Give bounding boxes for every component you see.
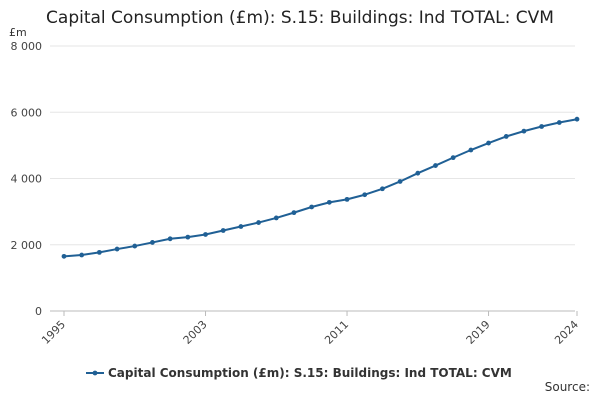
data-point-2014[interactable] — [397, 179, 403, 184]
data-point-2022[interactable] — [539, 124, 545, 129]
chart-title: Capital Consumption (£m): S.15: Building… — [46, 8, 554, 28]
y-tick-label-0: 0 — [35, 305, 42, 318]
y-tick-label-2000: 2 000 — [11, 239, 43, 252]
x-tick-label-2019: 2019 — [464, 318, 493, 347]
data-point-2006[interactable] — [256, 220, 261, 225]
data-point-2019[interactable] — [486, 140, 491, 146]
y-axis-label: £m — [9, 26, 27, 39]
data-point-1997[interactable] — [96, 249, 102, 255]
legend-marker-icon — [92, 370, 98, 376]
x-tick-label-2003: 2003 — [181, 318, 210, 347]
data-point-2013[interactable] — [380, 186, 385, 192]
x-tick-label-1995: 1995 — [39, 318, 68, 347]
data-point-2004[interactable] — [220, 228, 226, 233]
data-point-2024[interactable] — [574, 116, 580, 122]
data-point-2001[interactable] — [167, 236, 173, 242]
data-point-2016[interactable] — [433, 163, 438, 168]
y-tick-label-4000: 4 000 — [11, 173, 43, 186]
data-point-2005[interactable] — [238, 224, 244, 229]
data-point-2011[interactable] — [344, 196, 350, 202]
data-point-2003[interactable] — [203, 232, 208, 237]
data-point-2020[interactable] — [503, 134, 509, 139]
data-point-1995[interactable] — [61, 253, 67, 259]
data-point-2018[interactable] — [468, 147, 474, 153]
y-tick-label-6000: 6 000 — [11, 106, 43, 119]
series-line-0 — [63, 118, 578, 258]
data-point-2009[interactable] — [309, 204, 315, 210]
data-point-2010[interactable] — [326, 199, 332, 205]
data-point-2000[interactable] — [150, 240, 155, 245]
data-point-2012[interactable] — [362, 192, 368, 198]
x-tick-label-2024: 2024 — [552, 318, 581, 347]
x-tick-label-2011: 2011 — [322, 318, 351, 347]
data-point-1998[interactable] — [114, 246, 120, 252]
data-point-2017[interactable] — [450, 155, 456, 161]
data-point-1996[interactable] — [79, 252, 85, 258]
source-label: Source: — [544, 380, 590, 394]
data-point-2008[interactable] — [291, 210, 297, 216]
data-point-2002[interactable] — [185, 234, 191, 240]
data-point-1999[interactable] — [132, 243, 138, 249]
y-tick-label-8000: 8 000 — [11, 40, 43, 53]
data-point-2015[interactable] — [415, 170, 421, 176]
data-point-2023[interactable] — [556, 120, 562, 125]
legend-label[interactable]: Capital Consumption (£m): S.15: Building… — [108, 366, 512, 380]
data-point-2007[interactable] — [273, 215, 279, 221]
data-point-2021[interactable] — [521, 128, 527, 134]
